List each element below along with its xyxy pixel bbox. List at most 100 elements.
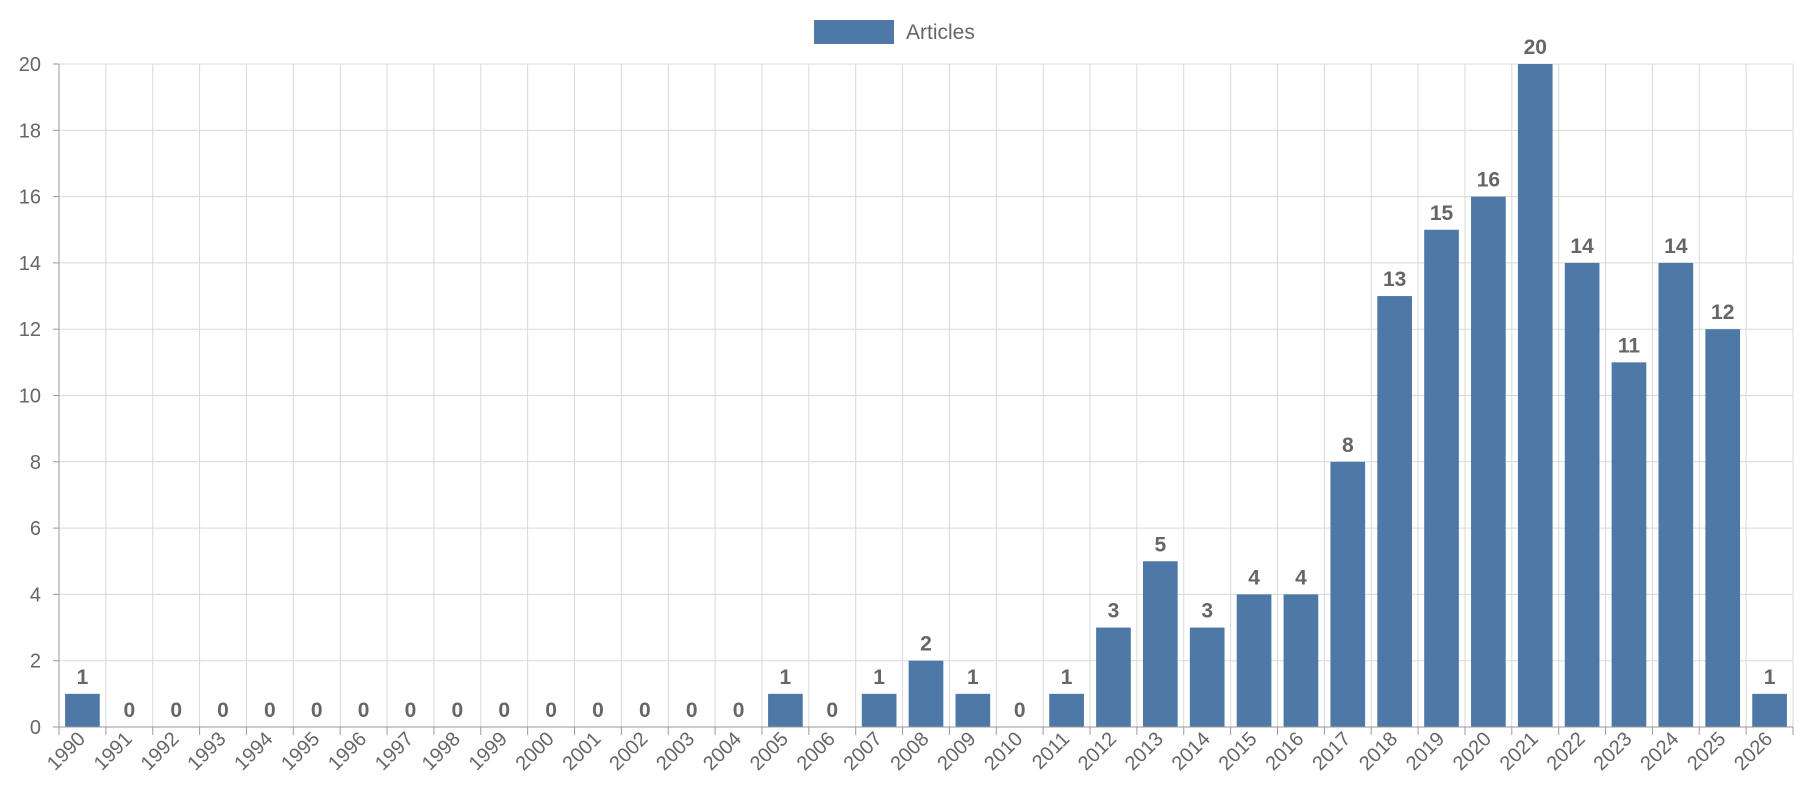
legend-label-articles: Articles	[906, 21, 975, 44]
x-tick-label-2004: 2004	[699, 728, 746, 775]
y-tick-label: 14	[19, 253, 41, 275]
data-label-2024: 14	[1664, 235, 1688, 258]
bars	[65, 64, 1787, 728]
data-label-2011: 1	[1061, 666, 1073, 689]
data-label-2003: 0	[686, 699, 698, 722]
x-tick-label-1990: 1990	[43, 728, 90, 775]
data-label-1991: 0	[123, 699, 135, 722]
x-tick-label-1996: 1996	[324, 728, 371, 775]
x-tick-label-2017: 2017	[1308, 728, 1355, 775]
data-label-2001: 0	[592, 699, 604, 722]
bar-2016	[1283, 594, 1319, 727]
x-tick-label-2008: 2008	[887, 728, 934, 775]
data-label-2025: 12	[1711, 301, 1734, 324]
y-axis-ticks: 0 2 4 6 8 10 12 14 16 18 20	[19, 54, 59, 739]
data-label-2021: 20	[1524, 36, 1547, 59]
legend-swatch	[814, 20, 894, 44]
data-label-2016: 4	[1295, 566, 1307, 589]
data-label-2009: 1	[967, 666, 979, 689]
x-tick-label-2001: 2001	[558, 728, 605, 775]
data-label-2004: 0	[733, 699, 745, 722]
x-tick-label-2020: 2020	[1449, 728, 1496, 775]
y-tick-label: 10	[19, 386, 41, 408]
x-tick-label-2002: 2002	[605, 728, 652, 775]
data-label-1995: 0	[311, 699, 323, 722]
data-label-2012: 3	[1108, 600, 1120, 623]
x-tick-label-1993: 1993	[184, 728, 231, 775]
x-tick-label-2009: 2009	[933, 728, 980, 775]
data-label-2000: 0	[545, 699, 557, 722]
data-label-2018: 13	[1383, 268, 1406, 291]
x-tick-label-2012: 2012	[1074, 728, 1121, 775]
data-label-2006: 0	[826, 699, 838, 722]
x-tick-label-2003: 2003	[652, 728, 699, 775]
data-label-2005: 1	[780, 666, 792, 689]
data-label-2010: 0	[1014, 699, 1026, 722]
data-label-2020: 16	[1477, 169, 1500, 192]
x-tick-label-1991: 1991	[90, 728, 137, 775]
bar-2022	[1564, 262, 1600, 727]
bar-2019	[1424, 229, 1459, 727]
data-label-2008: 2	[920, 633, 932, 656]
x-tick-label-2000: 2000	[512, 728, 559, 775]
x-tick-label-2021: 2021	[1496, 728, 1543, 775]
x-tick-label-2005: 2005	[746, 728, 793, 775]
bar-2021	[1517, 64, 1553, 727]
bar-2005	[768, 693, 803, 727]
bar-2011	[1049, 693, 1084, 727]
data-label-2022: 14	[1570, 235, 1594, 258]
y-tick-label: 4	[30, 584, 41, 606]
bar-2013	[1142, 561, 1178, 727]
x-axis-ticks: 1990 1991 1992 1993 1994 1995 1996 1997 1998 1999…	[43, 727, 1794, 775]
chart-legend[interactable]: Articles	[814, 20, 975, 44]
data-label-2017: 8	[1342, 434, 1354, 457]
y-tick-label: 8	[30, 452, 41, 474]
x-tick-label-2011: 2011	[1028, 728, 1074, 774]
x-tick-label-1994: 1994	[230, 728, 277, 775]
data-label-2014: 3	[1201, 600, 1213, 623]
x-tick-label-2022: 2022	[1543, 728, 1590, 775]
data-label-1994: 0	[264, 699, 276, 722]
x-tick-label-2014: 2014	[1168, 728, 1215, 775]
x-tick-label-2023: 2023	[1589, 728, 1636, 775]
data-label-2023: 11	[1618, 334, 1641, 357]
x-tick-label-1998: 1998	[418, 728, 465, 775]
y-tick-label: 20	[19, 54, 41, 76]
bar-1990	[65, 693, 100, 727]
y-tick-label: 2	[30, 651, 41, 673]
y-tick-label: 16	[19, 187, 41, 209]
data-label-1996: 0	[358, 699, 370, 722]
x-tick-label-2019: 2019	[1402, 728, 1449, 775]
data-label-1998: 0	[452, 699, 464, 722]
data-label-2026: 1	[1764, 666, 1776, 689]
bar-2026	[1752, 693, 1787, 727]
bar-2015	[1236, 594, 1272, 727]
bar-2023	[1611, 362, 1647, 727]
y-tick-label: 0	[30, 717, 41, 739]
data-label-1993: 0	[217, 699, 229, 722]
x-tick-label-2016: 2016	[1261, 728, 1308, 775]
bar-2017	[1330, 461, 1366, 727]
data-label-1997: 0	[405, 699, 417, 722]
bar-2008	[908, 660, 944, 727]
data-label-1992: 0	[170, 699, 182, 722]
data-label-1999: 0	[498, 699, 510, 722]
x-tick-label-1995: 1995	[277, 728, 324, 775]
bar-2007	[861, 693, 897, 727]
x-tick-label-2015: 2015	[1215, 728, 1262, 775]
x-tick-label-2026: 2026	[1730, 728, 1777, 775]
x-tick-label-1997: 1997	[371, 728, 418, 775]
bar-2014	[1189, 627, 1225, 727]
x-tick-label-2007: 2007	[840, 728, 887, 775]
data-label-2013: 5	[1154, 533, 1166, 556]
bar-2012	[1096, 627, 1131, 727]
x-tick-label-2006: 2006	[793, 728, 840, 775]
x-tick-label-2024: 2024	[1636, 728, 1683, 775]
y-tick-label: 12	[19, 319, 41, 341]
bar-2020	[1471, 196, 1506, 728]
x-tick-label-2013: 2013	[1121, 728, 1168, 775]
data-label-1990: 1	[77, 666, 89, 689]
data-label-2019: 15	[1430, 202, 1454, 225]
